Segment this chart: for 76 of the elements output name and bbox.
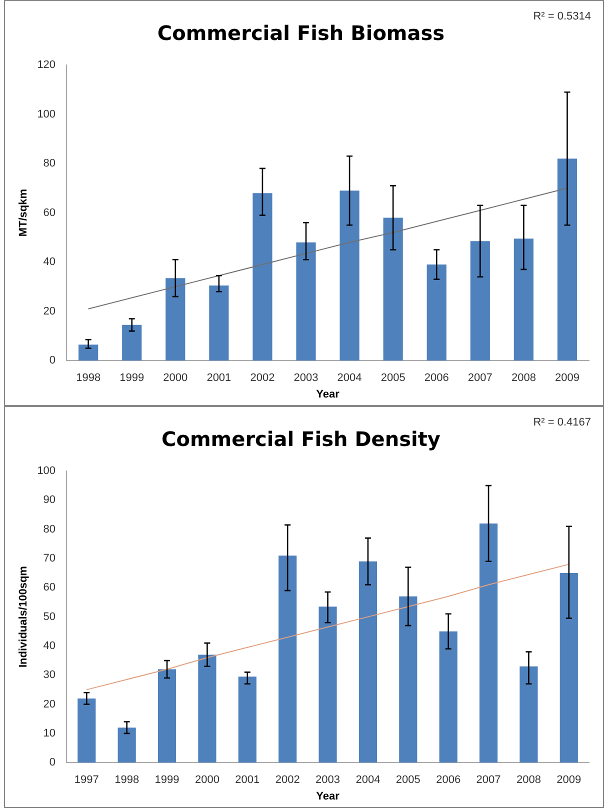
bar (520, 666, 538, 763)
x-tick-label: 1998 (76, 372, 101, 384)
y-axis-title: Individuals/100sqm (18, 566, 30, 668)
y-axis-title: MT/sqkm (18, 188, 30, 237)
bar (383, 218, 403, 361)
x-tick-label: 2001 (235, 774, 260, 786)
bar (318, 606, 337, 763)
text: R² = 0.5314 (533, 10, 591, 23)
x-tick-label: 2004 (356, 774, 380, 786)
bar (560, 573, 578, 763)
x-tick-label: 1998 (114, 774, 140, 786)
x-tick-label: 2000 (194, 774, 220, 786)
y-tick-label: 50 (43, 610, 56, 623)
chart-title: Commercial Fish Biomass (157, 21, 445, 46)
x-axis-title: Year (316, 790, 340, 802)
x-tick-label: 1999 (154, 774, 180, 786)
bar (514, 238, 534, 361)
x-tick-label: 2009 (556, 774, 582, 786)
x-tick-label: 2005 (380, 372, 406, 384)
bar (470, 241, 490, 361)
y-tick-label: 70 (43, 552, 56, 565)
x-tick-label: 2007 (476, 774, 501, 786)
text: R² = 0.4167 (533, 416, 591, 429)
bar (198, 654, 216, 763)
y-tick-label: 80 (43, 523, 56, 536)
x-tick-label: 2005 (396, 774, 420, 786)
y-tick-label: 0 (49, 756, 56, 769)
bar (278, 556, 297, 763)
y-tick-label: 90 (43, 494, 56, 506)
y-tick-label: 60 (43, 206, 56, 219)
y-tick-label: 120 (37, 59, 56, 72)
bar (78, 698, 96, 763)
bar (439, 631, 458, 763)
bar (557, 158, 578, 361)
bar (209, 285, 229, 361)
x-tick-label: 1999 (120, 372, 144, 384)
y-tick-label: 100 (37, 465, 56, 478)
x-tick-label: 2006 (436, 774, 461, 786)
bar (118, 728, 136, 763)
y-tick-label: 20 (43, 305, 56, 318)
y-tick-label: 20 (43, 698, 56, 710)
chart-title: Commercial Fish Density (162, 427, 440, 452)
y-tick-label: 30 (43, 669, 56, 682)
bar (252, 193, 272, 361)
bar (426, 264, 446, 361)
x-tick-label: 2002 (250, 372, 275, 384)
x-tick-label: 2002 (275, 774, 300, 786)
bar (166, 278, 186, 361)
bar (158, 669, 176, 763)
bar (296, 242, 316, 361)
y-tick-label: 0 (49, 354, 56, 367)
bar (358, 561, 378, 763)
x-tick-label: 2003 (294, 372, 318, 384)
x-tick-label: 2004 (337, 372, 362, 384)
x-tick-label: 2000 (163, 372, 188, 384)
x-axis-title: Year (316, 388, 340, 400)
x-tick-label: 2008 (516, 774, 541, 786)
y-tick-label: 100 (37, 108, 56, 120)
x-tick-label: 2007 (468, 372, 492, 384)
x-tick-label: 2003 (316, 774, 340, 786)
x-tick-label: 2006 (424, 372, 449, 384)
bar (399, 596, 418, 763)
x-tick-label: 2001 (206, 372, 232, 384)
y-tick-label: 40 (43, 640, 56, 652)
y-tick-label: 60 (43, 582, 56, 594)
x-tick-label: 2008 (511, 372, 536, 384)
x-tick-label: 1997 (74, 774, 99, 786)
y-tick-label: 40 (43, 256, 56, 268)
bar (78, 344, 98, 361)
bar (479, 523, 498, 763)
bar (340, 190, 360, 361)
bar (122, 324, 142, 361)
x-tick-label: 2009 (554, 372, 580, 384)
y-tick-label: 10 (43, 727, 56, 740)
y-tick-label: 80 (43, 158, 56, 170)
bar (238, 676, 256, 763)
